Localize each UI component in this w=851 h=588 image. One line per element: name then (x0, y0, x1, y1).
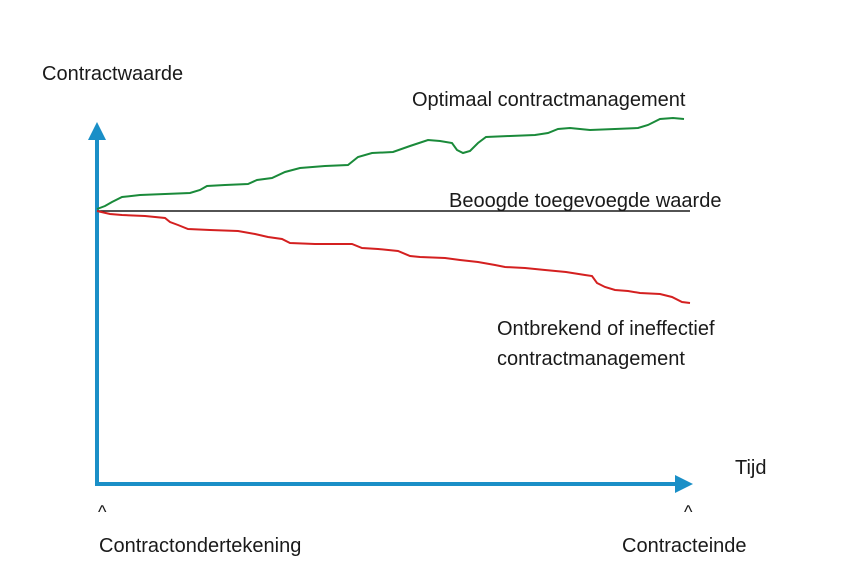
ineffective-line-label-line-1: Ontbrekend of ineffectief (497, 318, 715, 340)
y-axis-arrowhead (88, 122, 106, 140)
ineffective-management-line (96, 210, 691, 304)
optimal-line-label: Optimaal contractmanagement (412, 89, 686, 111)
start-tick-marker: ^ (98, 502, 107, 522)
ineffective-line-label-line-2: contractmanagement (497, 348, 685, 370)
x-axis-arrowhead (675, 475, 693, 493)
start-label: Contractondertekening (99, 535, 302, 557)
end-tick-marker: ^ (684, 502, 693, 522)
target-line-label: Beoogde toegevoegde waarde (449, 190, 722, 212)
optimal-management-line (96, 116, 685, 210)
y-axis-label: Contractwaarde (42, 63, 184, 85)
end-label: Contracteinde (622, 535, 747, 557)
x-axis-label: Tijd (735, 457, 767, 479)
